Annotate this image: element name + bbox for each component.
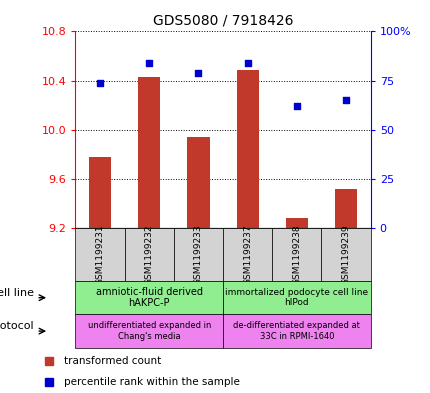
Bar [187,137,209,228]
Title: GDS5080 / 7918426: GDS5080 / 7918426 [153,13,292,28]
Bar [75,228,124,281]
Bar [285,218,307,228]
Text: percentile rank within the sample: percentile rank within the sample [64,377,240,387]
Text: GSM1199237: GSM1199237 [243,224,252,285]
Point [244,60,251,66]
Point [194,70,201,76]
Text: growth protocol: growth protocol [0,321,34,331]
Text: transformed count: transformed count [64,356,161,365]
Point [145,60,152,66]
Text: de-differentiated expanded at
33C in RPMI-1640: de-differentiated expanded at 33C in RPM… [233,321,359,341]
Bar [321,228,370,281]
Point [342,97,349,103]
Bar [223,314,370,348]
Bar [124,228,173,281]
Text: GSM1199232: GSM1199232 [144,224,154,285]
Bar [75,281,223,314]
Bar [223,228,272,281]
Bar [138,77,160,228]
Bar [75,314,223,348]
Text: GSM1199231: GSM1199231 [95,224,104,285]
Text: GSM1199238: GSM1199238 [292,224,301,285]
Text: GSM1199239: GSM1199239 [341,224,350,285]
Bar [173,228,223,281]
Text: cell line: cell line [0,288,34,298]
Bar [89,157,111,228]
Bar [334,189,356,228]
Point [293,103,300,109]
Text: undifferentiated expanded in
Chang's media: undifferentiated expanded in Chang's med… [87,321,210,341]
Bar [236,70,258,228]
Text: immortalized podocyte cell line
hIPod: immortalized podocyte cell line hIPod [225,288,368,307]
Text: amniotic-fluid derived
hAKPC-P: amniotic-fluid derived hAKPC-P [95,287,202,309]
Bar [223,281,370,314]
Text: GSM1199233: GSM1199233 [194,224,203,285]
Point [96,79,103,86]
Bar [272,228,321,281]
